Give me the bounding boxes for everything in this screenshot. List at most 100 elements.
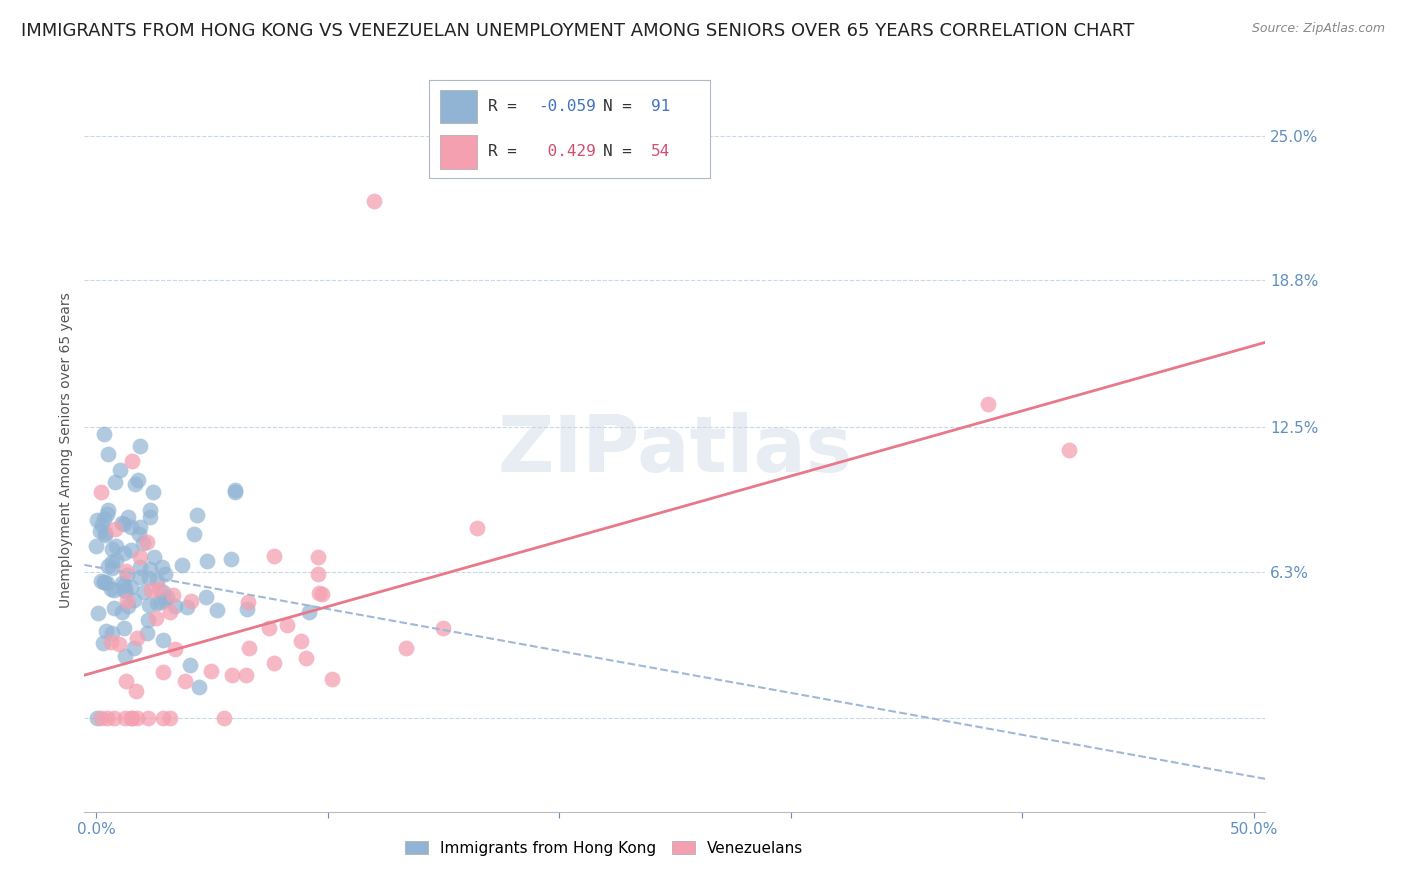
Point [156, 590, 179, 604]
Point [96, 576, 118, 591]
Point [221, 551, 243, 566]
Point [89, 524, 111, 539]
Text: N =: N = [603, 145, 641, 160]
Point [100, 582, 122, 596]
Point [214, 711, 236, 725]
Point [139, 583, 162, 598]
Point [114, 621, 136, 635]
Point [115, 565, 138, 579]
Point [128, 439, 150, 453]
Point [221, 667, 243, 681]
Point [103, 582, 125, 597]
Point [290, 633, 312, 648]
Point [120, 520, 142, 534]
Point [263, 549, 285, 564]
Point [136, 625, 159, 640]
Text: R =: R = [488, 145, 526, 160]
Point [195, 554, 218, 568]
Point [276, 618, 298, 632]
Point [96, 711, 118, 725]
Text: IMMIGRANTS FROM HONG KONG VS VENEZUELAN UNEMPLOYMENT AMONG SENIORS OVER 65 YEARS: IMMIGRANTS FROM HONG KONG VS VENEZUELAN … [21, 22, 1135, 40]
Point [295, 650, 318, 665]
Point [152, 585, 174, 599]
Point [128, 550, 150, 565]
Point [224, 483, 246, 497]
Point [976, 397, 998, 411]
Point [298, 605, 321, 619]
Point [180, 594, 202, 608]
Point [125, 631, 148, 645]
Point [100, 555, 122, 569]
Point [103, 600, 125, 615]
Point [93, 512, 115, 526]
Point [153, 566, 176, 581]
Point [159, 605, 181, 619]
Point [90, 518, 112, 533]
Point [97, 447, 120, 461]
Point [205, 603, 228, 617]
Point [139, 503, 162, 517]
Point [236, 601, 259, 615]
Legend: Immigrants from Hong Kong, Venezuelans: Immigrants from Hong Kong, Venezuelans [399, 835, 808, 862]
Point [117, 510, 139, 524]
Point [100, 626, 122, 640]
Point [138, 562, 160, 576]
Point [311, 587, 333, 601]
Point [142, 485, 165, 500]
Point [121, 711, 143, 725]
Point [111, 516, 134, 530]
Point [114, 545, 136, 559]
Point [96, 624, 118, 639]
Y-axis label: Unemployment Among Seniors over 65 years: Unemployment Among Seniors over 65 years [59, 293, 73, 608]
Text: Source: ZipAtlas.com: Source: ZipAtlas.com [1251, 22, 1385, 36]
Point [162, 588, 184, 602]
Point [121, 454, 143, 468]
Point [165, 641, 187, 656]
Point [120, 711, 142, 725]
Point [307, 566, 329, 581]
Point [148, 582, 170, 596]
Point [194, 590, 217, 604]
Point [97, 558, 120, 573]
Point [155, 593, 177, 607]
Point [124, 476, 146, 491]
Point [90, 485, 112, 500]
Point [93, 526, 115, 541]
Point [138, 598, 160, 612]
Point [187, 680, 209, 694]
Point [145, 610, 167, 624]
Point [150, 560, 173, 574]
Text: ZIPatlas: ZIPatlas [498, 412, 852, 489]
Point [104, 522, 127, 536]
Text: 91: 91 [651, 99, 671, 114]
Point [129, 559, 152, 574]
Point [101, 542, 124, 557]
Point [163, 599, 186, 613]
Point [114, 584, 136, 599]
Point [117, 599, 139, 613]
Point [114, 583, 136, 598]
Point [84, 539, 107, 553]
Point [125, 684, 148, 698]
Point [142, 550, 165, 565]
Point [238, 640, 260, 655]
Point [96, 507, 118, 521]
Point [170, 558, 193, 573]
Point [200, 664, 222, 678]
Point [100, 635, 122, 649]
Point [307, 549, 329, 564]
Point [104, 539, 127, 553]
Point [1057, 443, 1080, 458]
Point [146, 574, 169, 588]
Point [139, 510, 162, 524]
Text: 54: 54 [651, 145, 671, 160]
Point [146, 596, 169, 610]
Point [122, 641, 145, 656]
Point [112, 577, 135, 591]
Point [108, 463, 131, 477]
Point [87, 607, 110, 621]
Point [173, 674, 195, 689]
Point [363, 194, 385, 208]
Point [122, 592, 145, 607]
Point [176, 599, 198, 614]
